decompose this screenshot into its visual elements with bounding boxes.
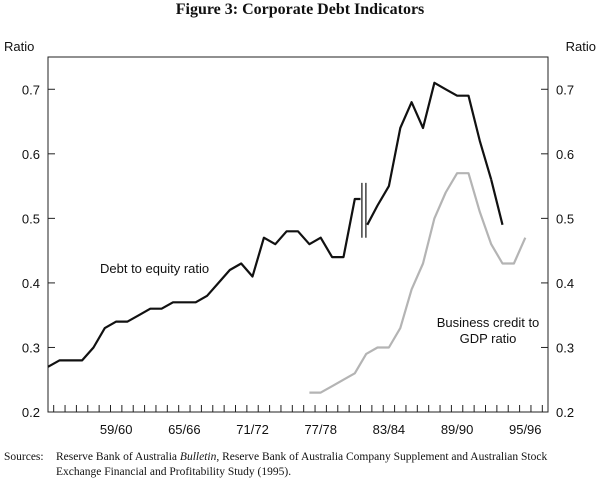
- sources-part2: , Reserve Bank of Australia Company Supp…: [56, 451, 548, 478]
- y-axis-title-right: Ratio: [566, 39, 596, 54]
- x-tick-label: 71/72: [236, 422, 269, 437]
- chart: 0.2 0.2 0.3 0.3 0.4 0.4 0.5 0.5 0.6 0.6 0.7 0.7 Rati…: [4, 39, 596, 437]
- y-tick-label-right: 0.5: [556, 211, 574, 226]
- axes: [47, 56, 549, 413]
- series-lines: [47, 81, 527, 394]
- y-tick-label-left: 0.3: [22, 340, 40, 355]
- x-tick-label: 59/60: [100, 422, 133, 437]
- business-credit-line: [309, 172, 527, 394]
- y-tick-label-left: 0.5: [22, 211, 40, 226]
- plot-frame: [47, 56, 549, 413]
- y-tick-label-left: 0.7: [22, 82, 40, 97]
- x-tick-label: 95/96: [509, 422, 542, 437]
- debt-to-equity-label: Debt to equity ratio: [100, 261, 209, 276]
- debt-to-equity-line: [47, 197, 361, 368]
- y-tick-label-right: 0.6: [556, 147, 574, 162]
- sources-italic: Bulletin: [179, 451, 217, 463]
- y-tick-label-right: 0.4: [556, 276, 574, 291]
- y-tick-label-right: 0.7: [556, 82, 574, 97]
- y-tick-label-left: 0.6: [22, 147, 40, 162]
- debt-to-equity-line: [490, 179, 504, 226]
- x-tick-label: 77/78: [304, 422, 337, 437]
- sources-text: Reserve Bank of Australia Bulletin, Rese…: [56, 450, 594, 480]
- axis-labels: 0.2 0.2 0.3 0.3 0.4 0.4 0.5 0.5 0.6 0.6 0.7 0.7 Rati…: [4, 39, 596, 437]
- y-tick-label-left: 0.4: [22, 276, 40, 291]
- business-credit-label-line1: Business credit to: [437, 315, 540, 330]
- sources-note: Sources: Reserve Bank of Australia Bullet…: [4, 450, 596, 480]
- x-tick-label: 65/66: [168, 422, 201, 437]
- debt-to-equity-line: [366, 81, 493, 226]
- y-tick-label-right: 0.2: [556, 405, 574, 420]
- business-credit-label-line2: GDP ratio: [460, 331, 517, 346]
- x-tick-label: 83/84: [373, 422, 406, 437]
- sources-part1: Reserve Bank of Australia: [56, 451, 180, 463]
- y-axis-title-left: Ratio: [4, 39, 34, 54]
- y-tick-label-right: 0.3: [556, 340, 574, 355]
- y-tick-label-left: 0.2: [22, 405, 40, 420]
- sources-prefix: Sources:: [4, 451, 44, 463]
- chart-title: Figure 3: Corporate Debt Indicators: [175, 1, 425, 18]
- x-tick-label: 89/90: [441, 422, 474, 437]
